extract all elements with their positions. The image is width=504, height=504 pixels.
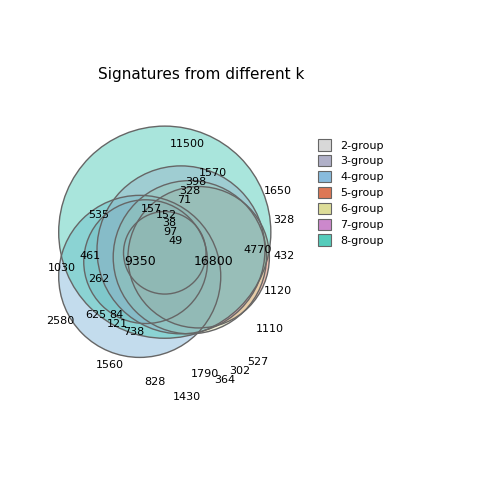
Circle shape	[123, 212, 206, 294]
Circle shape	[113, 180, 267, 334]
Text: 625: 625	[85, 309, 106, 320]
Text: 1110: 1110	[256, 325, 283, 335]
Circle shape	[58, 196, 221, 357]
Text: 84: 84	[109, 309, 123, 320]
Text: 38: 38	[162, 218, 176, 228]
Text: 1560: 1560	[96, 360, 124, 370]
Text: 121: 121	[107, 319, 128, 329]
Circle shape	[58, 126, 271, 338]
Text: 16800: 16800	[194, 255, 233, 268]
Text: 364: 364	[215, 374, 236, 385]
Text: 527: 527	[247, 357, 268, 367]
Text: 11500: 11500	[169, 139, 204, 149]
Text: 828: 828	[144, 377, 165, 388]
Legend: 2-group, 3-group, 4-group, 5-group, 6-group, 7-group, 8-group: 2-group, 3-group, 4-group, 5-group, 6-gr…	[314, 136, 387, 249]
Text: 2580: 2580	[46, 316, 74, 326]
Title: Signatures from different k: Signatures from different k	[98, 68, 305, 83]
Text: 535: 535	[88, 210, 109, 220]
Text: 71: 71	[177, 195, 191, 205]
Text: 97: 97	[163, 227, 178, 237]
Text: 157: 157	[141, 204, 162, 214]
Circle shape	[97, 166, 265, 334]
Text: 302: 302	[229, 366, 250, 375]
Circle shape	[84, 200, 208, 324]
Text: 1790: 1790	[191, 368, 219, 379]
Text: 1650: 1650	[264, 186, 292, 196]
Text: 1030: 1030	[48, 263, 76, 273]
Text: 328: 328	[274, 215, 295, 225]
Text: 262: 262	[88, 274, 109, 284]
Text: 4770: 4770	[243, 245, 272, 255]
Text: 49: 49	[168, 236, 182, 246]
Text: 738: 738	[123, 328, 145, 337]
Text: 1570: 1570	[199, 168, 227, 178]
Text: 9350: 9350	[124, 255, 156, 268]
Text: 1120: 1120	[264, 286, 292, 296]
Text: 1430: 1430	[173, 392, 201, 402]
Text: 328: 328	[179, 186, 201, 196]
Text: 432: 432	[274, 251, 295, 261]
Text: 152: 152	[156, 210, 177, 220]
Text: 398: 398	[185, 177, 206, 187]
Text: 461: 461	[79, 251, 100, 261]
Circle shape	[128, 186, 269, 328]
